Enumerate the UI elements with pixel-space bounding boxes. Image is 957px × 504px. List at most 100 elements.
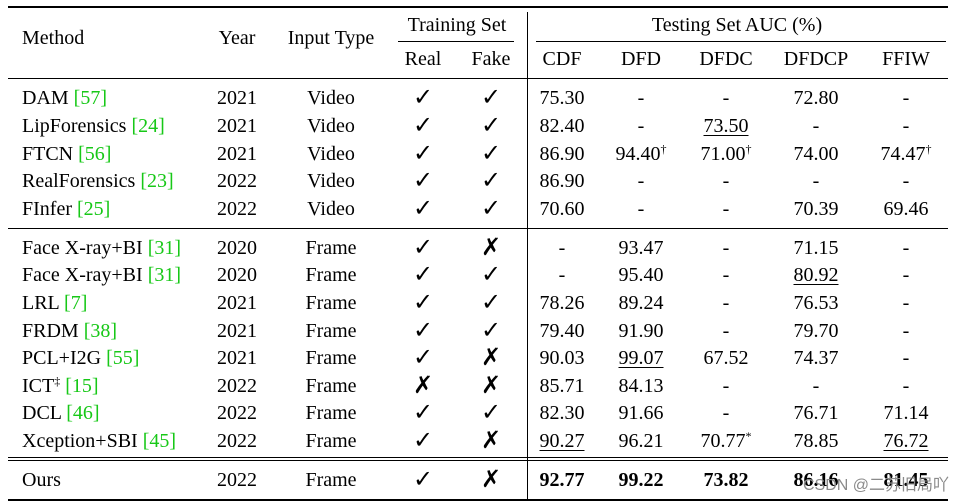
score-value: 96.21 (618, 430, 664, 452)
cell-input: Frame (305, 237, 357, 259)
score-dfd: 95.40 (619, 264, 664, 286)
method-name: ICT‡ [15] (22, 375, 99, 397)
ours-cdf: 92.77 (539, 469, 585, 491)
score-cdf: 86.90 (540, 143, 585, 165)
score-value: 95.40 (618, 264, 664, 286)
score-value: - (722, 237, 730, 259)
cell-input: Video (307, 87, 355, 109)
ours-dfdcp: 86.16 (793, 469, 839, 491)
citation-link: [7] (64, 292, 88, 314)
fake-check-icon: ✓ (480, 139, 502, 167)
fake-check-icon: ✓ (480, 194, 502, 222)
header-method: Method (22, 27, 85, 49)
score-value: - (902, 87, 910, 109)
method-name: FRDM [38] (22, 320, 117, 342)
score-value: 75.30 (539, 87, 585, 109)
score-ffiw: - (903, 264, 910, 286)
score-value: - (902, 170, 910, 192)
score-ffiw: 76.72 (884, 430, 929, 452)
fake-check-icon: ✓ (480, 260, 502, 288)
cell-input: Frame (305, 402, 357, 424)
score-value: 72.80 (793, 87, 839, 109)
ours-dfdc: 73.82 (703, 469, 749, 491)
cell-input: Video (307, 115, 355, 137)
cell-year: 2020 (217, 237, 257, 259)
score-dfdc: - (723, 87, 730, 109)
score-dfd: - (638, 115, 645, 137)
score-value: - (812, 170, 820, 192)
method-label: PCL+I2G (22, 347, 107, 369)
score-value: 86.90 (539, 170, 585, 192)
score-dfdcp: 70.39 (794, 198, 839, 220)
real-check-icon: ✓ (412, 343, 434, 371)
score-value: - (637, 115, 645, 137)
score-value: 74.47 (880, 143, 926, 165)
method-name: DAM [57] (22, 87, 107, 109)
score-ffiw: - (903, 292, 910, 314)
method-name: LipForensics [24] (22, 115, 165, 137)
score-value: 90.03 (539, 347, 585, 369)
score-dfd: 91.66 (619, 402, 664, 424)
score-value: 78.85 (793, 430, 839, 452)
score-dfdcp: - (813, 170, 820, 192)
cell-input: Video (307, 143, 355, 165)
method-label: Xception+SBI (22, 430, 143, 452)
score-value: - (722, 198, 730, 220)
score-value: 91.90 (618, 320, 664, 342)
citation-link: [31] (147, 237, 182, 259)
score-value: - (722, 292, 730, 314)
citation-link: [46] (66, 402, 100, 424)
score-value: - (812, 375, 820, 397)
header-fake: Fake (471, 48, 511, 70)
real-check-icon: ✓ (412, 194, 434, 222)
ours-fake-cross-icon: ✗ (480, 465, 502, 493)
score-dfd: - (638, 198, 645, 220)
header-year: Year (218, 27, 256, 49)
score-dfdc: 70.77* (701, 430, 752, 452)
score-dfdcp: 71.15 (794, 237, 839, 259)
ours-input: Frame (305, 469, 357, 491)
method-label: Face X-ray+BI (22, 237, 148, 259)
score-dfdcp: 76.71 (794, 402, 839, 424)
score-value: - (558, 237, 566, 259)
fake-cross-icon: ✗ (480, 233, 502, 261)
method-name: DCL [46] (22, 402, 100, 424)
fake-check-icon: ✓ (480, 288, 502, 316)
score-value: - (902, 292, 910, 314)
score-value: 79.70 (793, 320, 839, 342)
score-cdf: 82.40 (540, 115, 585, 137)
method-label: FRDM (22, 320, 84, 342)
score-dfd: - (638, 87, 645, 109)
cell-year: 2021 (217, 292, 257, 314)
score-ffiw: - (903, 320, 910, 342)
score-dfdc: - (723, 198, 730, 220)
cell-year: 2021 (217, 115, 257, 137)
score-cdf: 75.30 (540, 87, 585, 109)
top-rule (8, 6, 948, 8)
score-cdf: 82.30 (540, 402, 585, 424)
score-value: 99.07 (618, 347, 664, 369)
score-superscript: † (745, 142, 752, 156)
score-value: 76.53 (793, 292, 839, 314)
score-value: - (722, 402, 730, 424)
real-cross-icon: ✗ (412, 371, 434, 399)
citation-link: [31] (147, 264, 182, 286)
score-cdf: 85.71 (540, 375, 585, 397)
score-ffiw: - (903, 115, 910, 137)
cell-input: Video (307, 170, 355, 192)
score-cdf: 90.03 (540, 347, 585, 369)
score-cdf: 86.90 (540, 170, 585, 192)
method-name: Face X-ray+BI [31] (22, 237, 181, 259)
score-value: 94.40 (615, 143, 661, 165)
real-check-icon: ✓ (412, 233, 434, 261)
score-dfdc: - (723, 170, 730, 192)
score-value: - (722, 375, 730, 397)
real-check-icon: ✓ (412, 166, 434, 194)
score-value: - (637, 87, 645, 109)
score-value: 86.90 (539, 143, 585, 165)
real-check-icon: ✓ (412, 426, 434, 454)
score-ffiw: - (903, 237, 910, 259)
score-value: 80.92 (793, 264, 839, 286)
score-dfdc: - (723, 375, 730, 397)
score-value: 91.66 (618, 402, 664, 424)
